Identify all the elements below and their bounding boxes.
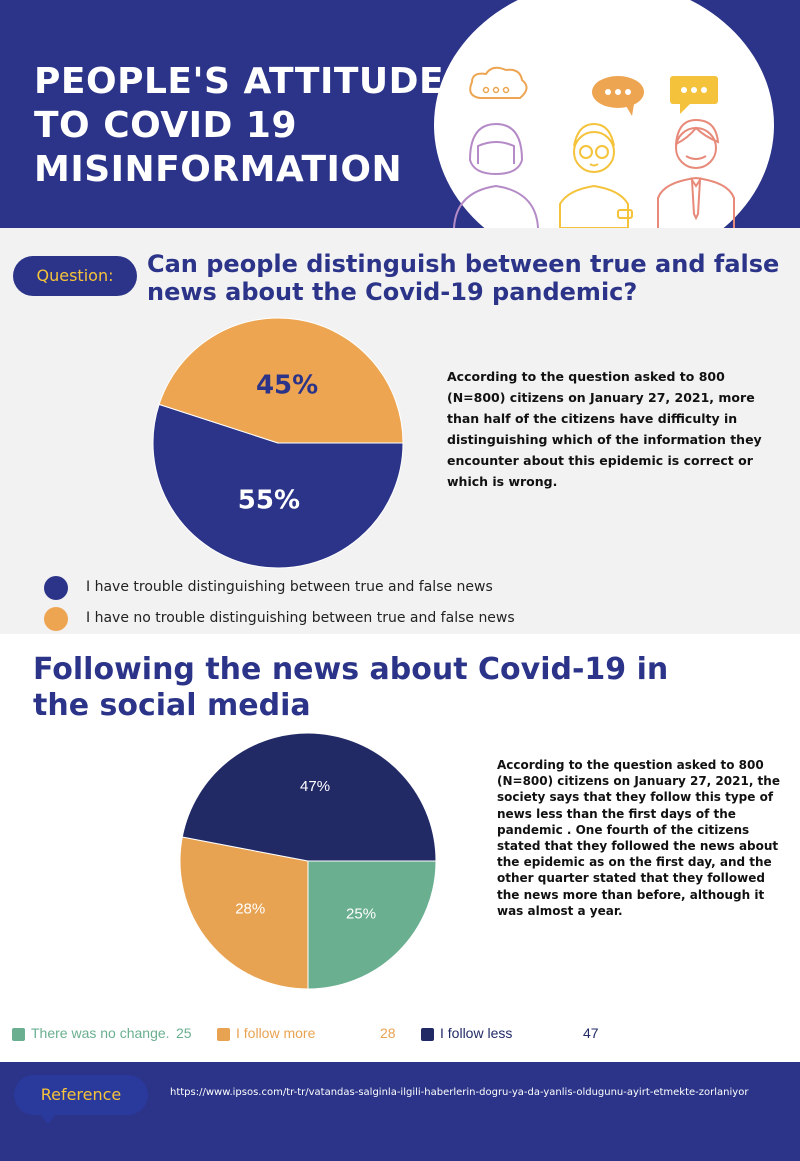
pie-slice-follow-more <box>179 836 309 990</box>
person-icon <box>657 118 735 228</box>
legend-label: I follow more <box>236 1025 316 1041</box>
description-social-media: According to the question asked to 800 (… <box>497 758 780 918</box>
pie-data-label-follow-less: 47% <box>300 778 330 795</box>
reference-label: Reference <box>14 1075 148 1115</box>
reference-link[interactable]: https://www.ipsos.com/tr-tr/vatandas-sal… <box>170 1087 749 1098</box>
legend-item-no-change: There was no change. 25 <box>12 1024 202 1044</box>
question-label: Question: <box>13 256 137 296</box>
legend-swatch <box>217 1028 230 1041</box>
page-title: PEOPLE'S ATTITUDE TO COVID 19 MISINFORMA… <box>34 60 445 192</box>
pie-chart-distinguish: 55% 45% <box>152 317 404 569</box>
section-title-line: Following the news about Covid-19 in <box>33 652 669 687</box>
legend-item-no-trouble: I have no trouble distinguishing between… <box>44 607 544 633</box>
legend-item-trouble: I have trouble distinguishing between tr… <box>44 576 544 602</box>
legend-item-follow-less: I follow less 47 <box>421 1024 611 1044</box>
legend-label: I follow less <box>440 1025 513 1041</box>
question-line: Can people distinguish between true and … <box>147 250 780 278</box>
legend-swatch <box>421 1028 434 1041</box>
pie-data-label-no-change: 25% <box>346 906 376 923</box>
question-line: news about the Covid-19 pandemic? <box>147 278 638 306</box>
speech-bubble-icon <box>469 66 528 99</box>
pie-data-label-trouble: 55% <box>238 485 300 515</box>
legend-dot <box>44 576 68 600</box>
pie-slice-no-change <box>307 860 437 990</box>
legend-label: I have no trouble distinguishing between… <box>86 610 515 626</box>
legend-item-follow-more: I follow more 28 <box>217 1024 402 1044</box>
legend-value: 47 <box>583 1025 599 1041</box>
section-title-line: the social media <box>33 688 311 723</box>
pie-data-label-no-trouble: 45% <box>256 371 318 401</box>
legend-swatch <box>12 1028 25 1041</box>
pie-chart-social-media: 25% 28% 47% <box>179 732 437 990</box>
pie-slice-no-trouble <box>158 317 404 444</box>
legend-value: 25 <box>176 1025 192 1041</box>
legend-label: There was no change. <box>31 1025 170 1041</box>
pie-data-label-follow-more: 28% <box>235 900 265 917</box>
section-title-social-media: Following the news about Covid-19 in the… <box>33 652 733 724</box>
title-line: TO COVID 19 <box>34 105 298 146</box>
title-line: PEOPLE'S ATTITUDE <box>34 61 445 102</box>
legend-dot <box>44 607 68 631</box>
pie-slice-trouble <box>152 403 404 569</box>
reference-bubble-tail <box>38 1112 58 1124</box>
people-illustration <box>453 66 735 228</box>
legend-label: I have trouble distinguishing between tr… <box>86 579 493 595</box>
speech-bubble-icon <box>592 76 644 116</box>
title-line: MISINFORMATION <box>34 149 403 190</box>
question-heading: Can people distinguish between true and … <box>147 250 787 306</box>
description-distinguish: According to the question asked to 800 (… <box>447 369 762 489</box>
legend-value: 28 <box>380 1025 396 1041</box>
pie-slice-follow-less <box>181 732 437 862</box>
person-icon <box>453 122 539 228</box>
speech-bubble-icon <box>670 76 718 114</box>
person-icon <box>559 122 633 228</box>
